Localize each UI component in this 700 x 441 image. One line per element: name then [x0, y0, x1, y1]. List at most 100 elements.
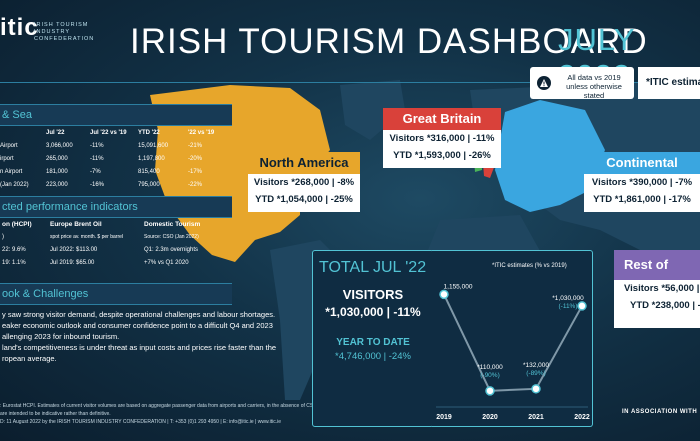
data-label-pct: (-89%): [526, 370, 546, 377]
data-label: *1,030,000: [552, 295, 584, 302]
visitors-value: *1,030,000 | -11%: [325, 305, 421, 319]
indicator-line: +7% vs Q1 2020: [144, 260, 189, 266]
region-ytd: YTD *1,054,000 | -25%: [255, 194, 353, 205]
region-title: Rest of Worl: [614, 250, 700, 302]
table-cell: -16%: [90, 181, 105, 188]
indicators-heading: cted performance indicators: [0, 196, 232, 218]
air-sea-table: Jul '22 Jul '22 vs '19 YTD '22 '22 vs '1…: [0, 126, 232, 191]
indicator-line: spot price av. month. $ per barrel: [50, 234, 123, 240]
table-cell: -11%: [90, 142, 104, 149]
greenland-landmass: [340, 80, 405, 140]
total-panel: TOTAL JUL '22 VISITORS *1,030,000 | -11%…: [312, 250, 434, 427]
table-cell: -21%: [188, 142, 203, 149]
indicator-line: Jul 2019: $65.00: [50, 260, 95, 266]
x-tick-label: 2020: [482, 414, 498, 421]
series-line: [443, 293, 583, 392]
region-visitors: Visitors *268,000 | -8%: [253, 177, 355, 188]
table-cell: 1,197,800: [138, 155, 165, 162]
data-note: All data vs 2019 unless otherwise stated: [530, 67, 634, 100]
table-cell: 265,000: [46, 155, 68, 162]
outlook-line: y saw strong visitor demand, despite ope…: [2, 310, 276, 319]
region-ytd: YTD *238,000 | -4: [630, 300, 700, 311]
indicator-title: on (HCPI): [2, 221, 32, 228]
data-label-pct: (-11%): [558, 303, 577, 310]
table-header: YTD '22: [138, 129, 160, 136]
table-cell: -20%: [188, 155, 203, 162]
indicator-line: ): [2, 234, 4, 240]
table-cell: n Airport: [0, 168, 23, 175]
logo-subtitle: IRISH TOURISM INDUSTRY CONFEDERATION: [34, 22, 95, 42]
note-text: All data vs 2019 unless otherwise stated: [566, 73, 622, 100]
data-label: 1,155,000: [444, 283, 473, 290]
data-point: [531, 384, 541, 394]
ytd-label: YEAR TO DATE: [336, 337, 410, 348]
table-header: [0, 126, 46, 139]
region-north-america: North America Visitors *268,000 | -8% YT…: [248, 152, 360, 212]
x-tick-label: 2019: [436, 414, 452, 421]
table-cell: -22%: [188, 181, 203, 188]
warning-icon: [537, 76, 551, 90]
outlook-heading: ook & Challenges: [0, 283, 232, 305]
ytd-value: *4,746,000 | -24%: [335, 351, 411, 362]
table-cell: 223,000: [46, 181, 68, 188]
itic-logo: itic: [0, 14, 39, 41]
table-row: Airport 3,066,000 -11% 15,091,600 -21%: [0, 139, 232, 152]
table-cell: irport: [0, 155, 14, 162]
indicator-domestic: Domestic Tourism Source: CSO (Jan 2022) …: [144, 218, 234, 270]
outlook-line: allenging 2023 for inbound tourism.: [2, 332, 120, 341]
table-row: (Jan 2022) 223,000 -16% 795,000 -22%: [0, 178, 232, 191]
table-cell: -11%: [90, 155, 104, 162]
outlook-section: ook & Challenges y saw strong visitor de…: [0, 283, 300, 368]
indicator-line: Jul 2022: $113.00: [50, 247, 98, 253]
footer-line: D: 11 August 2022 by the IRISH TOURISM I…: [0, 419, 282, 425]
data-label-pct: (-90%): [480, 372, 500, 379]
table-header: '22 vs '19: [188, 129, 215, 136]
data-label: *132,000: [523, 362, 549, 369]
page-title: IRISH TOURISM DASHBOARD: [130, 22, 648, 61]
indicator-line: Q1: 2.3m overnights: [144, 247, 199, 253]
region-title: Great Britain: [383, 108, 501, 130]
visitors-label: VISITORS: [342, 287, 404, 302]
outlook-line: eaker economic outlook and consumer conf…: [2, 321, 273, 330]
data-point: [439, 289, 449, 300]
data-label: *110,000: [477, 364, 503, 371]
association-label: IN ASSOCIATION WITH: [622, 409, 698, 415]
outlook-line: land's competitiveness is under threat a…: [2, 343, 277, 352]
indicator-title: Domestic Tourism: [144, 221, 201, 228]
table-header: Jul '22: [46, 129, 65, 136]
table-cell: Airport: [0, 142, 18, 149]
footer-notes: : Eurostat HCPI. Estimates of current vi…: [0, 402, 380, 426]
indicator-title: Europe Brent Oil: [50, 221, 102, 228]
table-cell: -17%: [188, 168, 203, 175]
outlook-text: y saw strong visitor demand, despite ope…: [0, 305, 279, 368]
table-row: irport 265,000 -11% 1,197,800 -20%: [0, 152, 232, 165]
table-cell: 181,000: [46, 168, 68, 175]
total-title: TOTAL JUL '22: [319, 259, 427, 276]
indicator-oil: Europe Brent Oil spot price av. month. $…: [50, 218, 140, 270]
trend-chart-panel: *ITIC estimates (% vs 2019) 1,155,000 2019…: [432, 250, 593, 427]
table-cell: 795,000: [138, 181, 160, 188]
indicator-line: Source: CSO (Jan 2022): [144, 234, 199, 240]
air-sea-section: & Sea Jul '22 Jul '22 vs '19 YTD '22 '22…: [0, 104, 232, 191]
indicator-line: 19: 1.1%: [2, 260, 26, 266]
region-visitors: Visitors *390,000 | -7%: [591, 177, 693, 188]
data-point: [485, 386, 495, 396]
table-cell: 15,091,600: [138, 142, 169, 149]
x-tick-label: 2021: [528, 414, 544, 421]
indicator-inflation: on (HCPI) ) 22: 9.6% 19: 1.1%: [2, 218, 46, 270]
table-cell: 3,066,000: [46, 142, 73, 149]
region-rest-of-world: Rest of Worl Visitors *56,000 | - YTD *2…: [614, 250, 700, 328]
itic-estimate-note: *ITIC estimate: [638, 67, 700, 99]
table-row: n Airport 181,000 -7% 815,400 -17%: [0, 165, 232, 178]
region-great-britain: Great Britain Visitors *316,000 | -11% Y…: [383, 108, 501, 168]
table-cell: (Jan 2022): [0, 181, 29, 188]
x-tick-label: 2022: [574, 414, 590, 421]
table-header-row: Jul '22 Jul '22 vs '19 YTD '22 '22 vs '1…: [0, 126, 232, 139]
region-title: Continental Europe: [584, 152, 700, 192]
header-divider: [0, 82, 700, 83]
indicators-section: cted performance indicators on (HCPI) ) …: [0, 196, 232, 268]
air-sea-heading: & Sea: [0, 104, 232, 126]
region-ytd: YTD *1,593,000 | -26%: [393, 150, 491, 161]
region-ytd: YTD *1,861,000 | -17%: [593, 194, 691, 205]
